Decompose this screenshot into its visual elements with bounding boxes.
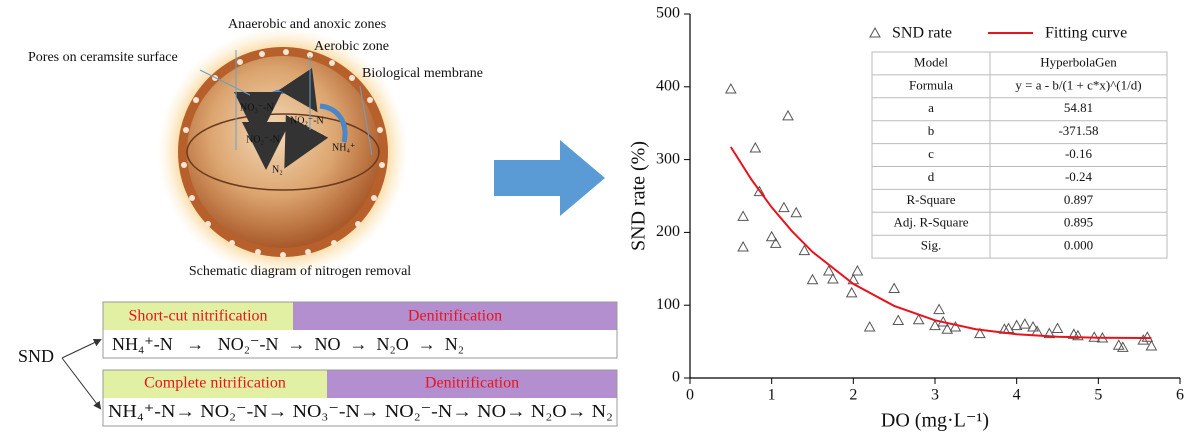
data-point bbox=[949, 321, 962, 332]
y-tick-label: 300 bbox=[656, 150, 680, 167]
row-title: Complete nitrification bbox=[144, 375, 286, 392]
x-tick-label: 6 bbox=[1176, 387, 1184, 404]
y-tick-label: 500 bbox=[656, 5, 680, 22]
table-cell: -0.24 bbox=[1065, 169, 1093, 184]
data-point bbox=[1072, 329, 1084, 341]
table-cell: R-Square bbox=[906, 192, 955, 207]
data-point bbox=[782, 109, 794, 121]
table-cell: Formula bbox=[909, 77, 953, 92]
data-point bbox=[1137, 334, 1150, 345]
leader-lines bbox=[199, 50, 373, 156]
membrane-label: Biological membrane bbox=[362, 66, 483, 81]
data-point bbox=[888, 282, 901, 293]
table-cell: y = a - b/(1 + c*x)^(1/d) bbox=[1015, 77, 1141, 92]
data-point bbox=[724, 82, 737, 94]
y-tick-label: 200 bbox=[656, 223, 680, 240]
data-point bbox=[851, 264, 864, 276]
inner-label: NO₃⁻-N bbox=[240, 102, 274, 113]
y-tick-label: 0 bbox=[672, 369, 680, 386]
table-cell: 0.000 bbox=[1064, 238, 1093, 253]
table-cell: a bbox=[928, 100, 934, 115]
data-point bbox=[1141, 331, 1154, 342]
y-axis-title: SND rate (%) bbox=[628, 141, 650, 251]
inner-label: NO₂⁻-N bbox=[246, 134, 280, 145]
data-point bbox=[1112, 339, 1125, 350]
table-cell: 0.897 bbox=[1064, 192, 1094, 207]
data-point bbox=[1051, 322, 1064, 333]
y-tick-label: 100 bbox=[656, 296, 680, 313]
x-tick-label: 1 bbox=[768, 387, 776, 404]
legend-label: SND rate bbox=[892, 25, 952, 42]
data-point bbox=[1018, 318, 1031, 329]
fit-table bbox=[871, 51, 1168, 259]
x-axis-title: DO (mg·L⁻¹) bbox=[881, 410, 989, 432]
data-point bbox=[737, 210, 749, 221]
data-point bbox=[1145, 339, 1158, 351]
data-point bbox=[941, 323, 954, 334]
chart: 0 100 200 300 400 500 0 1 2 3 4 5 6 DO (mg·L⁻¹) SND ra… bbox=[628, 5, 1184, 432]
inner-label: NH₄⁺ bbox=[332, 142, 355, 153]
data-point bbox=[863, 321, 876, 332]
data-point bbox=[753, 185, 766, 197]
data-point bbox=[1043, 327, 1056, 339]
data-point bbox=[778, 201, 790, 213]
process-rows bbox=[61, 301, 618, 427]
fit-line bbox=[729, 146, 1152, 340]
data-point bbox=[737, 240, 749, 252]
caption: Schematic diagram of nitrogen removal bbox=[189, 264, 411, 279]
table-cell: -371.58 bbox=[1058, 123, 1098, 138]
table-cell: d bbox=[928, 169, 935, 184]
y-tick-label: 400 bbox=[656, 77, 680, 94]
table-cell: b bbox=[928, 123, 935, 138]
data-point bbox=[933, 303, 945, 315]
row-formula: NH₄⁺-N → NO₂⁻-N → NO → N₂O → N₂ bbox=[112, 334, 464, 354]
zones-label: Anaerobic and anoxic zones bbox=[228, 17, 386, 32]
data-point bbox=[1010, 319, 1023, 331]
data-point bbox=[769, 237, 782, 248]
sphere bbox=[158, 27, 408, 277]
data-point bbox=[798, 244, 811, 256]
inner-label: N₂ bbox=[272, 164, 283, 175]
data-point bbox=[974, 327, 986, 339]
data-point bbox=[1027, 321, 1039, 332]
row-formula: NH₄⁺-N→ NO₂⁻-N→ NO₃⁻-N→ NO₂⁻-N→ NO→ N₂O→… bbox=[108, 401, 613, 421]
data-point bbox=[822, 264, 835, 276]
data-point bbox=[827, 272, 839, 284]
x-tick-label: 3 bbox=[931, 387, 939, 404]
data-point bbox=[845, 286, 858, 298]
table-cell: 54.81 bbox=[1064, 100, 1093, 115]
table-cell: -0.16 bbox=[1065, 146, 1093, 161]
flow-arrow bbox=[494, 140, 605, 216]
row-title: Denitrification bbox=[408, 308, 502, 325]
row-title: Short-cut nitrification bbox=[128, 308, 267, 325]
data-point bbox=[749, 141, 762, 153]
data-point bbox=[806, 273, 819, 285]
data-point bbox=[912, 313, 925, 325]
table-cell: Model bbox=[914, 54, 948, 69]
table-cell: Sig. bbox=[921, 238, 942, 253]
table-cell: Adj. R-Square bbox=[893, 215, 968, 230]
table-cell: HyperbolaGen bbox=[1040, 54, 1117, 69]
x-tick-label: 5 bbox=[1094, 387, 1102, 404]
data-point bbox=[790, 206, 803, 218]
aerobic-label: Aerobic zone bbox=[314, 39, 389, 54]
x-tick-label: 2 bbox=[849, 387, 857, 404]
x-tick-label: 0 bbox=[686, 387, 694, 404]
data-point bbox=[929, 319, 941, 331]
x-tick-label: 4 bbox=[1013, 387, 1021, 404]
data-point bbox=[765, 230, 778, 242]
row-title: Denitrification bbox=[425, 375, 519, 392]
pores-label: Pores on ceramsite surface bbox=[28, 50, 178, 65]
table-cell: 0.895 bbox=[1064, 215, 1093, 230]
data-point bbox=[1116, 341, 1129, 352]
snd-label: SND bbox=[18, 346, 54, 366]
legend-marker bbox=[869, 26, 881, 38]
data-point bbox=[892, 314, 905, 325]
table-cell: c bbox=[928, 146, 934, 161]
legend-label: Fitting curve bbox=[1045, 25, 1127, 42]
inner-label: NO₂⁻-N bbox=[290, 115, 324, 126]
